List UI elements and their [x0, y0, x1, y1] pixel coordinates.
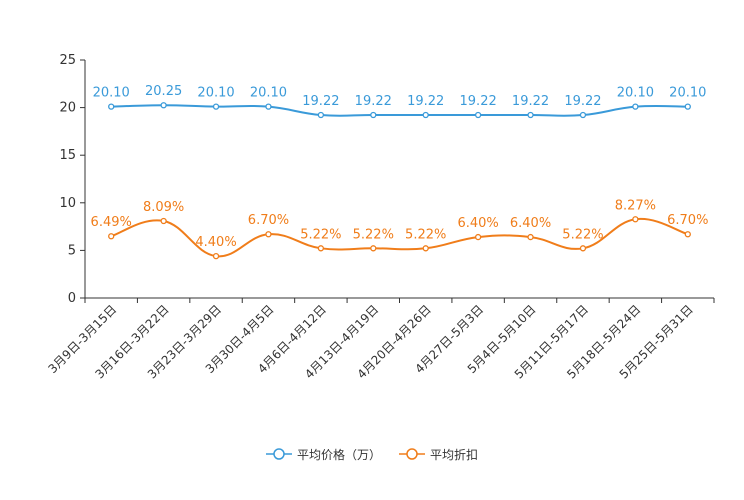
y-tick-label: 20: [59, 101, 76, 116]
data-label: 20.10: [617, 86, 654, 101]
data-label: 6.70%: [248, 213, 289, 228]
data-point: [474, 111, 482, 119]
data-point: [370, 245, 377, 252]
data-label: 20.10: [669, 86, 706, 101]
data-label: 20.25: [145, 84, 182, 99]
legend-item-discount[interactable]: 平均折扣: [399, 446, 478, 463]
series-line-1: [110, 217, 689, 258]
data-point: [370, 111, 377, 119]
data-label: 19.22: [512, 94, 549, 109]
series-line-0: [111, 104, 688, 117]
data-point: [317, 111, 325, 119]
data-label: 19.22: [564, 94, 601, 109]
legend-swatch-price: [265, 448, 292, 460]
data-label: 19.22: [460, 94, 497, 109]
data-point: [527, 111, 534, 119]
data-label: 6.40%: [457, 216, 498, 231]
data-point: [212, 103, 220, 110]
y-tick-label: 10: [59, 196, 76, 211]
legend-swatch-discount: [399, 448, 425, 460]
data-label: 20.10: [93, 86, 130, 101]
data-point: [212, 252, 220, 260]
chart-legend: 平均价格（万） 平均折扣: [0, 444, 744, 464]
data-point: [317, 245, 325, 252]
legend-label-discount: 平均折扣: [430, 447, 479, 462]
data-label: 19.22: [407, 94, 444, 109]
data-label: 20.10: [197, 86, 234, 101]
data-label: 19.22: [355, 94, 392, 109]
data-point: [632, 216, 639, 223]
data-label: 5.22%: [562, 227, 603, 242]
data-label: 6.70%: [667, 213, 708, 228]
data-label: 5.22%: [300, 227, 341, 242]
data-point: [579, 245, 587, 252]
legend-item-price[interactable]: 平均价格（万）: [265, 446, 381, 463]
data-point: [422, 245, 429, 252]
data-point: [684, 231, 691, 238]
data-point: [265, 103, 272, 110]
data-point: [422, 111, 429, 119]
data-label: 19.22: [302, 94, 339, 109]
data-point: [684, 103, 691, 110]
data-label: 8.09%: [143, 200, 184, 215]
y-tick-label: 25: [59, 53, 76, 68]
data-point: [108, 233, 115, 240]
data-label: 5.22%: [405, 227, 446, 242]
data-label: 6.40%: [510, 216, 551, 231]
y-tick-label: 0: [68, 291, 76, 306]
legend-label-price: 平均价格（万）: [296, 447, 381, 462]
data-point: [474, 233, 482, 241]
data-label: 5.22%: [353, 227, 394, 242]
data-label: 20.10: [250, 86, 287, 101]
y-tick-label: 5: [68, 243, 76, 258]
data-point: [160, 217, 167, 225]
y-tick-label: 15: [59, 148, 76, 163]
data-point: [579, 111, 587, 119]
data-label: 4.40%: [195, 235, 236, 250]
data-point: [265, 231, 272, 238]
data-label: 8.27%: [615, 198, 656, 213]
data-point: [527, 233, 534, 241]
data-point: [632, 103, 639, 110]
data-point: [108, 103, 115, 110]
data-point: [160, 102, 167, 109]
data-label: 6.49%: [91, 215, 132, 230]
